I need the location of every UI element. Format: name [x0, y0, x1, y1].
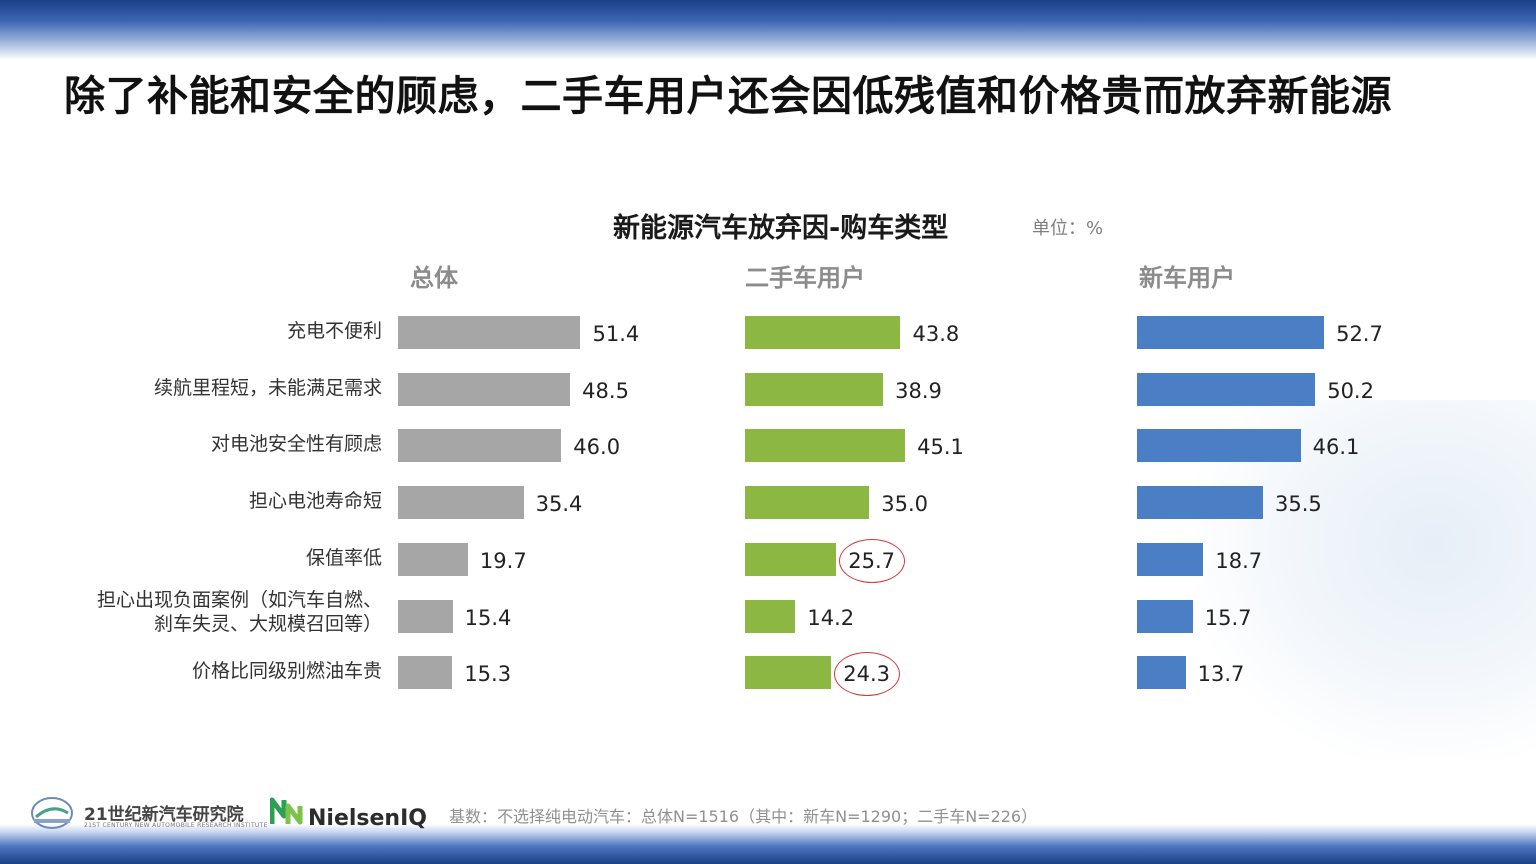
data-label: 38.9: [895, 378, 942, 403]
data-label: 15.3: [464, 662, 512, 687]
data-label: 51.4: [592, 322, 640, 346]
bar: [398, 542, 468, 576]
group-title-2: 新车用户: [1139, 264, 1235, 292]
bar: [1137, 429, 1301, 463]
data-label: 43.8: [912, 322, 960, 346]
group-title-1: 二手车用户: [745, 264, 865, 292]
page-title: 除了补能和安全的顾虑，二手车用户还会因低残值和价格贵而放弃新能源: [64, 72, 1392, 120]
institute-name: 21世纪新汽车研究院: [84, 805, 244, 825]
data-label: 19.7: [479, 548, 527, 573]
data-label: 52.7: [1336, 322, 1383, 346]
bar: [745, 316, 901, 349]
header-band: [0, 0, 1536, 60]
category-label: 担心电池寿命短: [248, 490, 382, 513]
bar: [745, 656, 832, 690]
highlight-circle: [834, 652, 901, 697]
base-note: 基数：不选择纯电动汽车：总体N=1516（其中：新车N=1290；二手车N=22…: [449, 807, 1038, 826]
category-label: 担心出现负面案例（如汽车自燃、 刹车失灵、大规模召回等）: [96, 588, 382, 635]
category-label: 充电不便利: [286, 320, 382, 342]
bar: [745, 542, 837, 576]
data-label: 35.0: [881, 492, 929, 517]
data-label: 46.1: [1312, 435, 1360, 460]
category-label: 保值率低: [305, 546, 382, 569]
unit-label: 单位：%: [1032, 218, 1104, 239]
group-title-0: 总体: [410, 264, 458, 292]
category-label: 价格比同级别燃油车贵: [191, 660, 382, 683]
nielseniq-brand: NielsenIQ: [308, 806, 427, 831]
data-label: 18.7: [1215, 548, 1263, 573]
data-label: 15.7: [1204, 605, 1252, 630]
institute-subtitle: 21ST CENTURY NEW AUTOMOBILE RESEARCH INS…: [84, 822, 268, 829]
bar: [1137, 316, 1325, 349]
bar: [745, 429, 906, 463]
bar: [745, 372, 884, 406]
data-label: 13.7: [1197, 662, 1245, 687]
bar: [745, 599, 796, 633]
bar: [1137, 372, 1316, 406]
bar: [745, 486, 870, 520]
nielseniq-logo-icon: [270, 797, 303, 825]
bar: [398, 429, 562, 463]
footer-band: [0, 824, 1536, 864]
bar: [398, 316, 581, 349]
chart-title: 新能源汽车放弃因-购车类型: [613, 213, 949, 244]
data-label: 45.1: [917, 435, 964, 460]
category-label: 对电池安全性有顾虑: [210, 433, 382, 456]
data-label: 14.2: [807, 605, 855, 630]
category-label: 续航里程短，未能满足需求: [153, 376, 382, 399]
bar: [398, 599, 453, 633]
data-label: 15.4: [464, 605, 512, 630]
bar: [398, 656, 453, 690]
institute-logo-icon: [31, 797, 73, 829]
data-label: 35.5: [1275, 492, 1322, 517]
bar: [398, 372, 571, 406]
highlight-circle: [839, 538, 906, 583]
bar: [398, 486, 524, 520]
data-label: 48.5: [582, 378, 629, 403]
bar: [1137, 486, 1264, 520]
bar: [1137, 599, 1193, 633]
bar: [1137, 656, 1186, 690]
data-label: 35.4: [535, 492, 583, 517]
data-label: 50.2: [1327, 378, 1374, 403]
bar: [1137, 542, 1204, 576]
data-label: 46.0: [573, 435, 621, 460]
